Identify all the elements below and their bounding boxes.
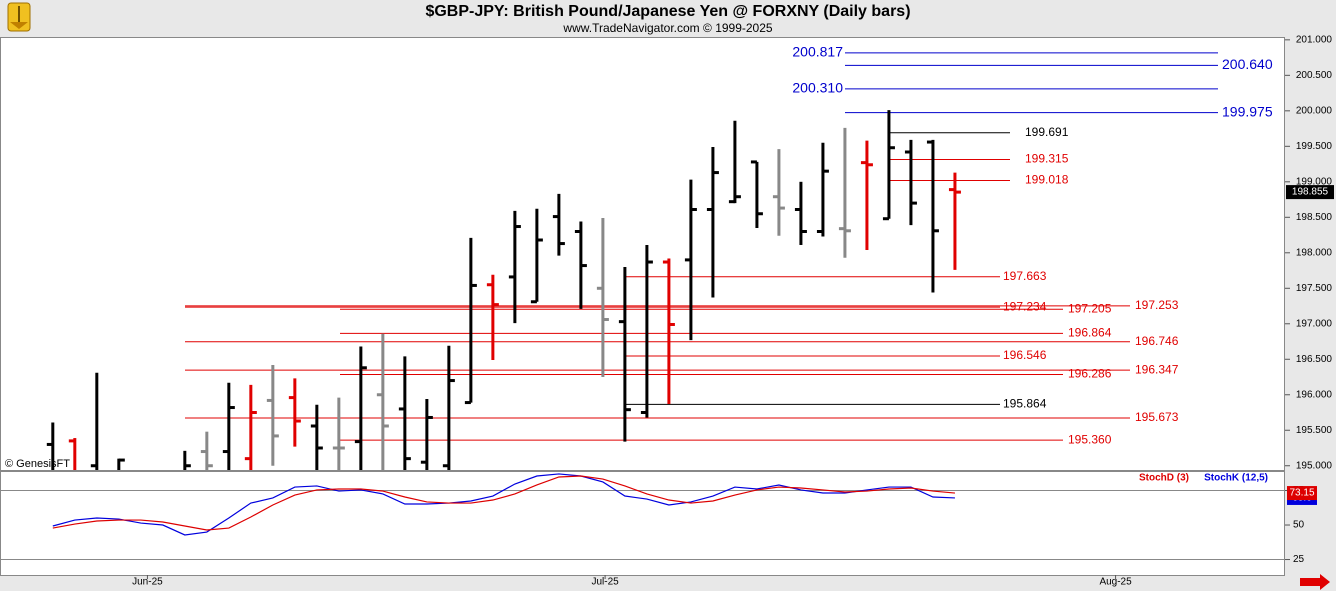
chart-title: $GBP-JPY: British Pound/Japanese Yen @ F…: [425, 3, 910, 20]
x-tick-label: Aug-25: [1099, 577, 1132, 588]
y-tick-label: 196.500: [1296, 354, 1333, 365]
last-price-label: 198.855: [1292, 187, 1329, 198]
x-tick-label: Jul-25: [591, 577, 619, 588]
y-tick-label: 196.000: [1296, 389, 1333, 400]
level-label: 197.253: [1135, 298, 1179, 312]
level-label: 196.546: [1003, 348, 1047, 362]
level-label: 199.975: [1222, 103, 1273, 119]
legend-entry: StochD (3): [1139, 473, 1189, 484]
y-tick-label: 195.000: [1296, 460, 1333, 471]
price-plot: [46, 52, 1218, 470]
y-tick-label: 198.000: [1296, 247, 1333, 258]
y-tick-label: 195.500: [1296, 425, 1333, 436]
level-label: 196.347: [1135, 362, 1179, 376]
stoch-panel: [0, 471, 1285, 576]
level-label: 199.018: [1025, 173, 1069, 187]
level-label: 197.234: [1003, 299, 1047, 313]
y-tick-label: 200.500: [1296, 70, 1333, 81]
last-value-box: [1287, 486, 1317, 501]
stoch-plot: [0, 473, 1285, 561]
y-tick-label: 198.500: [1296, 212, 1333, 223]
level-label: 195.673: [1135, 410, 1179, 424]
y-tick-label: 25: [1293, 554, 1305, 565]
y-tick-label: 201.000: [1296, 34, 1333, 45]
last-value-label: 73.15: [1289, 488, 1314, 499]
level-label: 196.286: [1068, 367, 1112, 381]
y-tick-label: 197.000: [1296, 318, 1333, 329]
stoch-line: [52, 475, 956, 531]
overlay: 201.000 200.500 200.000 199.500 199.000 198.5…: [132, 34, 1334, 588]
chart-subtitle: www.TradeNavigator.com © 1999-2025: [562, 21, 772, 35]
y-tick-label: 200.000: [1296, 105, 1333, 116]
level-label: 199.691: [1025, 125, 1069, 139]
header-band: [0, 0, 1336, 37]
level-label: 195.864: [1003, 397, 1047, 411]
watermark: © GenesisFT: [5, 458, 70, 470]
level-label: 195.360: [1068, 432, 1112, 446]
price-panel: [0, 37, 1285, 471]
level-label: 199.315: [1025, 152, 1069, 166]
date-band: [0, 576, 1336, 591]
y-tick-label: 199.500: [1296, 141, 1333, 152]
scroll-arrow[interactable]: [1300, 574, 1330, 590]
y-tick-label: 197.500: [1296, 283, 1333, 294]
logo: [7, 2, 31, 32]
level-label: 200.640: [1222, 56, 1273, 72]
y-tick-label: 199.000: [1296, 176, 1333, 187]
level-label: 200.310: [792, 80, 843, 96]
y-tick-label: 50: [1293, 520, 1305, 531]
x-tick-label: Jun-25: [132, 577, 163, 588]
legend-entry: StochK (12,5): [1204, 473, 1268, 484]
level-label: 200.817: [792, 44, 843, 60]
level-label: 196.746: [1135, 334, 1179, 348]
last-price-box: [1286, 185, 1334, 200]
level-label: 196.864: [1068, 326, 1112, 340]
level-label: 197.205: [1068, 301, 1112, 315]
level-label: 197.663: [1003, 269, 1047, 283]
stoch-line: [52, 473, 955, 536]
